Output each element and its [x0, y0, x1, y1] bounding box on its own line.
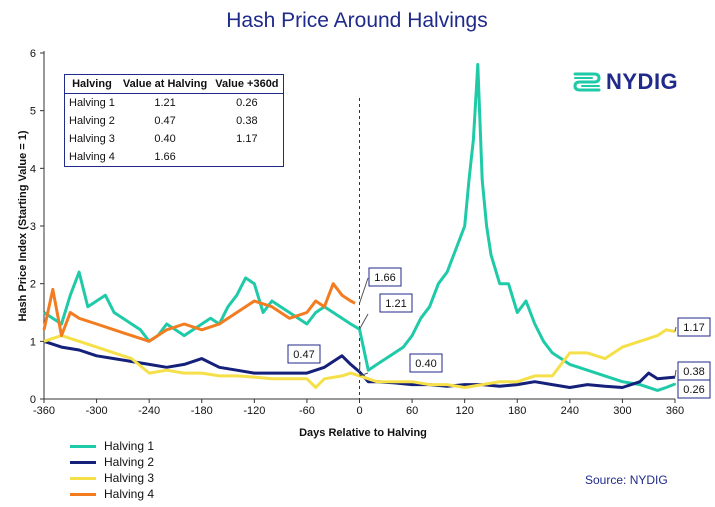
x-tick-label: 300 — [613, 405, 631, 417]
annotation-label: 1.17 — [683, 322, 704, 334]
legend-item: Halving 3 — [70, 470, 154, 486]
annotation-leader — [359, 277, 369, 304]
x-tick-label: -120 — [243, 405, 265, 417]
legend-swatch — [70, 444, 96, 448]
x-tick-label: -60 — [299, 405, 315, 417]
legend-item: Halving 4 — [70, 486, 154, 502]
annotation-leader — [674, 369, 677, 378]
annotation-leader — [359, 372, 369, 377]
annotation-leader — [359, 361, 361, 372]
table-cell: 0.38 — [236, 115, 258, 127]
source-note: Source: NYDIG — [585, 473, 668, 487]
series-group — [42, 63, 676, 392]
annotation-box — [379, 293, 413, 313]
annotation-label: 0.26 — [683, 384, 704, 396]
annotation-label: 0.38 — [683, 366, 704, 378]
y-axis-label: Hash Price Index (Starting Value = 1) — [17, 130, 29, 321]
annotation-box — [677, 379, 711, 399]
annotation-label: 0.40 — [415, 358, 436, 370]
table-row: Halving 1 1.21 0.26 — [65, 94, 284, 113]
legend-item: Halving 1 — [70, 438, 154, 454]
chart-legend: Halving 1 Halving 2 Halving 3 Halving 4 — [70, 438, 154, 502]
table-cell: Halving 1 — [69, 97, 115, 109]
x-tick-label: 360 — [666, 405, 684, 417]
annotation-label: 0.47 — [293, 349, 314, 361]
table-cell: Halving 2 — [69, 115, 115, 127]
x-tick-label: 180 — [508, 405, 526, 417]
annotation-leader — [359, 313, 369, 330]
table-cell — [211, 148, 283, 167]
table-cell: Halving 3 — [69, 133, 115, 145]
y-tick-label: 5 — [30, 106, 36, 118]
series-line — [43, 339, 676, 389]
x-tick-label: -360 — [33, 405, 55, 417]
legend-label: Halving 1 — [104, 439, 155, 453]
table-cell: 0.47 — [154, 115, 176, 127]
annotation-box — [677, 317, 711, 337]
x-axis-label: Days Relative to Halving — [299, 427, 427, 439]
table-cell: 1.21 — [154, 97, 176, 109]
table-header-cell: Value at Halving — [118, 74, 212, 94]
y-tick-label: 0 — [30, 394, 36, 406]
table-header-row: Halving Value at Halving Value +360d — [64, 74, 284, 94]
axes-group: 0 1 2 3 4 5 6 -360 -300 -240 -180 -120 -60 0 60 120 180 2… — [30, 48, 684, 417]
legend-label: Halving 3 — [104, 471, 155, 485]
table-row: Halving 2 0.47 0.38 — [65, 112, 284, 130]
legend-swatch — [70, 460, 96, 464]
series-line — [42, 282, 356, 343]
table-header-cell: Halving — [64, 74, 119, 94]
series-line — [43, 328, 676, 389]
annotation-leader — [674, 326, 677, 332]
legend-swatch — [70, 476, 96, 480]
x-tick-label: -180 — [191, 405, 213, 417]
legend-label: Halving 4 — [104, 487, 155, 501]
table-row: Halving 4 1.66 — [65, 148, 284, 167]
y-tick-label: 6 — [30, 48, 36, 60]
table-cell: 0.40 — [154, 133, 176, 145]
table-row: Halving 3 0.40 1.17 — [65, 130, 284, 148]
y-tick-label: 4 — [30, 163, 36, 175]
x-tick-label: 240 — [561, 405, 579, 417]
x-tick-label: 60 — [406, 405, 418, 417]
y-tick-label: 1 — [30, 336, 36, 348]
x-tick-label: -240 — [138, 405, 160, 417]
chart-title: Hash Price Around Halvings — [226, 9, 487, 32]
annotation-box — [368, 267, 402, 287]
table-cell: 1.66 — [154, 151, 176, 163]
legend-item: Halving 2 — [70, 454, 154, 470]
table-header-cell: Value +360d — [211, 74, 284, 94]
legend-swatch — [70, 492, 96, 496]
nydig-logo-text: NYDIG — [606, 69, 679, 94]
annotation-label: 1.21 — [385, 298, 406, 310]
annotation-label: 1.66 — [374, 272, 395, 284]
table-cell: 0.26 — [236, 97, 258, 109]
y-tick-label: 2 — [30, 279, 36, 291]
annotation-box — [409, 353, 443, 373]
annotations-group: 1.66 1.21 0.47 0.40 1.17 0.38 0.26 — [287, 267, 711, 399]
legend-label: Halving 2 — [104, 455, 155, 469]
x-tick-label: -300 — [86, 405, 108, 417]
y-tick-label: 3 — [30, 221, 36, 233]
annotation-box — [287, 344, 321, 364]
x-tick-label: 0 — [356, 405, 362, 417]
x-tick-label: 120 — [455, 405, 473, 417]
table-cell: Halving 4 — [69, 151, 115, 163]
table-cell: 1.17 — [236, 133, 258, 145]
nydig-logo-icon — [573, 72, 601, 92]
nydig-logo: NYDIG — [572, 69, 678, 95]
halving-value-table: Halving Value at Halving Value +360d Hal… — [64, 74, 284, 167]
